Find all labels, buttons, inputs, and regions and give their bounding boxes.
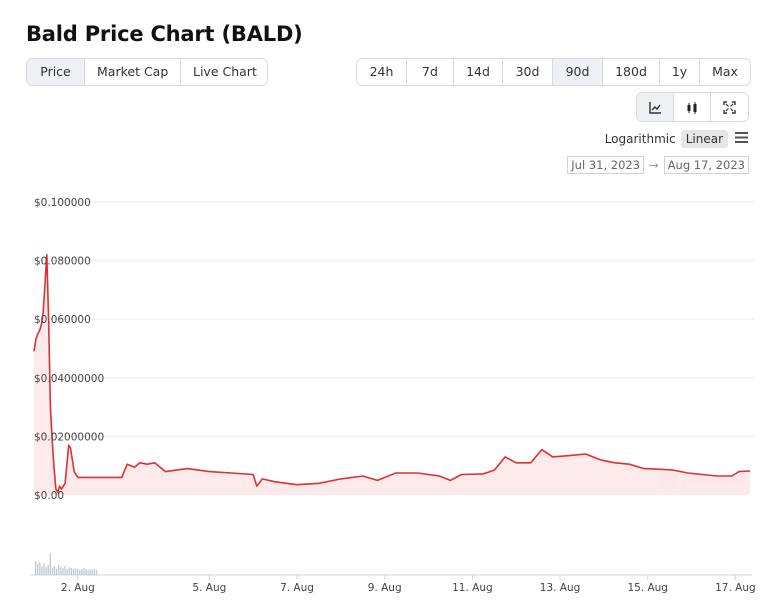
volume-bar bbox=[47, 565, 49, 575]
x-tick-label: 15. Aug bbox=[627, 582, 668, 594]
linear-option[interactable]: Linear bbox=[680, 130, 728, 148]
date-from-input[interactable]: Jul 31, 2023 bbox=[567, 156, 645, 174]
hamburger-menu-icon[interactable] bbox=[734, 131, 749, 147]
tab-market-cap[interactable]: Market Cap bbox=[85, 59, 181, 85]
volume-bar bbox=[77, 569, 79, 575]
range-1y-button[interactable]: 1y bbox=[660, 59, 700, 85]
y-tick-label: $0.060000 bbox=[34, 314, 91, 326]
page-title: Bald Price Chart (BALD) bbox=[26, 22, 303, 46]
x-tick-label: 7. Aug bbox=[280, 582, 314, 594]
volume-bar bbox=[83, 568, 85, 575]
candlestick-icon bbox=[687, 101, 697, 114]
volume-bar bbox=[64, 566, 66, 575]
volume-bar bbox=[35, 561, 37, 575]
time-range-tabs: 24h 7d 14d 30d 90d 180d 1y Max bbox=[356, 58, 751, 86]
y-tick-label: $0.00 bbox=[34, 490, 64, 502]
fullscreen-button[interactable] bbox=[711, 93, 748, 121]
scale-toggle: Logarithmic Linear bbox=[600, 130, 749, 148]
volume-bar bbox=[72, 569, 75, 575]
range-24h-button[interactable]: 24h bbox=[357, 59, 407, 85]
volume-bar bbox=[45, 567, 47, 575]
volume-bar bbox=[37, 564, 39, 575]
date-range-arrow: → bbox=[649, 158, 659, 172]
chart-type-tabs: Price Market Cap Live Chart bbox=[26, 58, 268, 86]
volume-bar bbox=[51, 568, 54, 575]
volume-bar bbox=[58, 565, 60, 575]
range-90d-button[interactable]: 90d bbox=[553, 59, 603, 85]
y-tick-label: $0.080000 bbox=[34, 256, 91, 268]
fullscreen-icon bbox=[723, 101, 736, 114]
candlestick-button[interactable] bbox=[674, 93, 711, 121]
date-to-input[interactable]: Aug 17, 2023 bbox=[663, 156, 749, 174]
volume-bar bbox=[87, 570, 89, 575]
y-tick-label: $0.04000000 bbox=[34, 373, 104, 385]
y-tick-label: $0.02000000 bbox=[34, 431, 104, 443]
price-area bbox=[34, 254, 750, 495]
tab-price[interactable]: Price bbox=[27, 59, 85, 85]
volume-bar bbox=[89, 569, 91, 575]
x-tick-label: 13. Aug bbox=[540, 582, 581, 594]
x-tick-label: 5. Aug bbox=[192, 582, 226, 594]
y-tick-label: $0.100000 bbox=[34, 197, 91, 209]
volume-bar bbox=[93, 569, 96, 575]
volume-bar bbox=[66, 569, 68, 575]
volume-bar bbox=[68, 567, 70, 575]
x-tick-label: 11. Aug bbox=[452, 582, 493, 594]
line-chart-icon bbox=[649, 101, 661, 114]
x-tick-label: 9. Aug bbox=[368, 582, 402, 594]
x-tick-label: 17. Aug bbox=[715, 582, 756, 594]
volume-bar bbox=[79, 570, 81, 575]
volume-bar bbox=[74, 568, 77, 575]
volume-bar bbox=[85, 569, 87, 575]
range-30d-button[interactable]: 30d bbox=[503, 59, 553, 85]
volume-bar bbox=[81, 569, 83, 575]
range-7d-button[interactable]: 7d bbox=[407, 59, 454, 85]
volume-bar bbox=[53, 566, 56, 575]
date-range: Jul 31, 2023 → Aug 17, 2023 bbox=[567, 156, 749, 174]
tab-live-chart[interactable]: Live Chart bbox=[193, 64, 257, 79]
volume-bar bbox=[70, 568, 72, 575]
volume-bar bbox=[95, 570, 98, 575]
volume-bar bbox=[56, 569, 58, 575]
range-14d-button[interactable]: 14d bbox=[454, 59, 503, 85]
volume-bar bbox=[49, 553, 51, 575]
volume-bar bbox=[62, 568, 64, 575]
volume-bar bbox=[60, 567, 62, 575]
chart-view-tabs bbox=[636, 92, 749, 122]
logarithmic-option[interactable]: Logarithmic bbox=[604, 132, 676, 146]
range-max-button[interactable]: Max bbox=[712, 64, 738, 79]
range-180d-button[interactable]: 180d bbox=[603, 59, 660, 85]
x-tick-label: 2. Aug bbox=[61, 582, 95, 594]
price-line bbox=[33, 253, 751, 493]
volume-bar bbox=[91, 570, 93, 575]
volume-bar bbox=[39, 562, 41, 575]
volume-bar bbox=[43, 563, 45, 575]
line-chart-button[interactable] bbox=[637, 93, 674, 121]
volume-bar bbox=[41, 566, 43, 575]
